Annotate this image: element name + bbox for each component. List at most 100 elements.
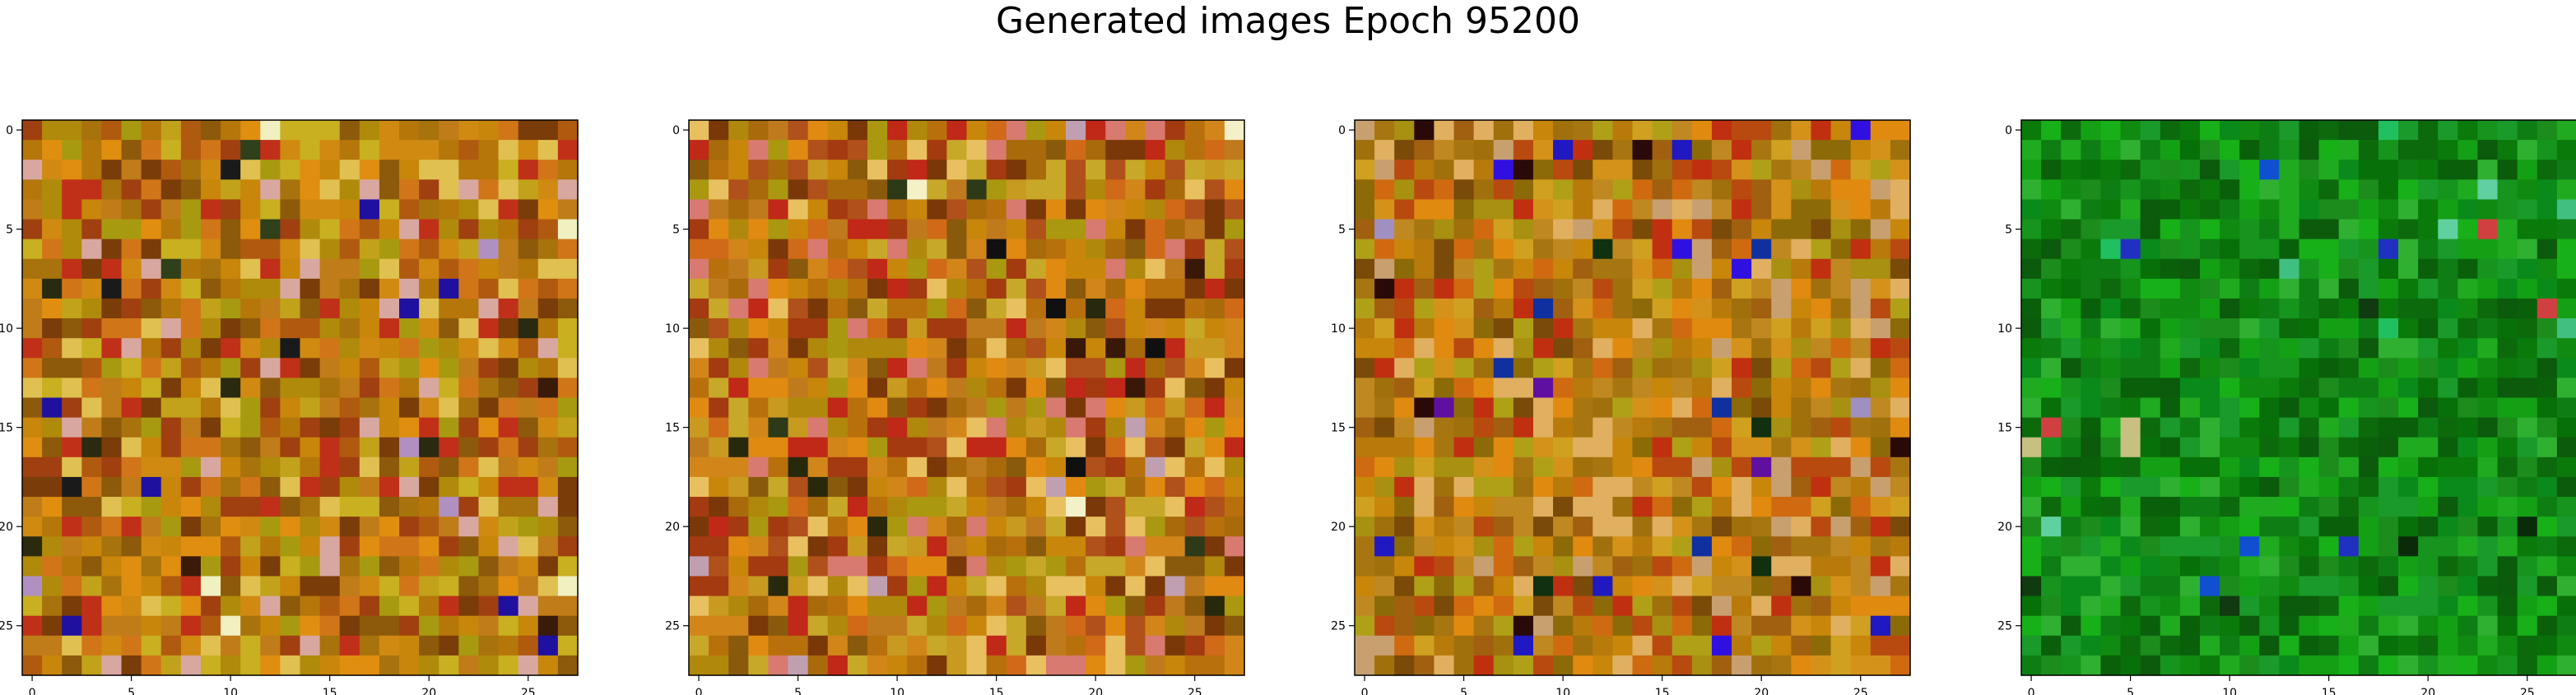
image-pixel: [121, 140, 142, 160]
image-pixel: [2100, 378, 2122, 399]
image-pixel: [141, 417, 162, 438]
image-pixel: [768, 595, 789, 617]
image-pixel: [537, 517, 559, 537]
image-pixel: [2536, 476, 2558, 498]
image-pixel: [1086, 179, 1106, 201]
image-pixel: [2338, 298, 2360, 319]
image-pixel: [887, 239, 908, 260]
image-pixel: [1553, 358, 1574, 378]
image-pixel: [1612, 298, 1634, 319]
image-pixel: [807, 397, 829, 419]
image-pixel: [1870, 338, 1891, 359]
image-pixel: [1493, 536, 1514, 557]
image-pixel: [62, 338, 82, 359]
image-pixel: [2418, 338, 2439, 359]
image-pixel: [2081, 338, 2102, 359]
image-pixel: [1145, 338, 1166, 359]
image-pixel: [907, 298, 928, 319]
image-pixel: [1473, 140, 1495, 160]
image-pixel: [2179, 397, 2201, 419]
image-pixel: [42, 179, 63, 201]
image-pixel: [2497, 417, 2518, 438]
image-pixel: [709, 655, 729, 676]
image-pixel: [1553, 517, 1574, 537]
image-pixel: [439, 239, 459, 260]
image-pixel: [1890, 338, 1911, 359]
image-pixel: [81, 536, 103, 557]
image-pixel: [709, 536, 729, 557]
image-pixel: [2398, 160, 2419, 180]
image-pixel: [2398, 655, 2419, 676]
image-pixel: [557, 120, 579, 141]
image-pixel: [867, 456, 888, 478]
image-pixel: [439, 437, 459, 458]
image-pixel: [2536, 497, 2558, 517]
y-tick-label: 15: [665, 422, 680, 435]
image-pixel: [1652, 655, 1673, 676]
image-pixel: [1453, 556, 1475, 577]
image-pixel: [2140, 378, 2161, 399]
image-pixel: [1652, 120, 1673, 141]
image-pixel: [2477, 318, 2499, 339]
image-pixel: [2021, 497, 2042, 517]
image-pixel: [1593, 140, 1613, 160]
image-pixel: [240, 595, 261, 617]
image-pixel: [1165, 140, 1186, 160]
image-pixel: [1125, 576, 1146, 597]
image-pixel: [1374, 179, 1395, 201]
image-pixel: [1374, 397, 1395, 419]
image-pixel: [1394, 199, 1415, 220]
image-pixel: [2457, 456, 2479, 478]
image-pixel: [1045, 437, 1067, 458]
image-pixel: [1473, 199, 1495, 220]
image-pixel: [1025, 219, 1047, 240]
image-pixel: [1394, 219, 1415, 240]
image-pixel: [1811, 437, 1832, 458]
image-pixel: [1453, 635, 1475, 656]
image-pixel: [927, 358, 947, 378]
image-pixel: [1553, 120, 1574, 141]
image-pixel: [537, 397, 559, 419]
image-pixel: [1394, 417, 1415, 438]
image-pixel: [22, 595, 43, 617]
image-pixel: [1204, 576, 1225, 597]
image-pixel: [2279, 278, 2300, 299]
image-pixel: [141, 517, 162, 537]
image-pixel: [2120, 576, 2141, 597]
image-pixel: [1632, 437, 1653, 458]
image-pixel: [2556, 338, 2576, 359]
image-pixel: [141, 338, 162, 359]
image-pixel: [1711, 179, 1732, 201]
image-pixel: [81, 517, 103, 537]
image-pixel: [1652, 517, 1673, 537]
image-pixel: [2061, 378, 2081, 399]
image-pixel: [1791, 358, 1812, 378]
image-pixel: [1632, 517, 1653, 537]
image-pixel: [1850, 397, 1872, 419]
image-pixel: [1751, 298, 1772, 319]
image-pixel: [867, 595, 888, 617]
image-pixel: [2318, 160, 2340, 180]
image-pixel: [986, 576, 1007, 597]
image-pixel: [1830, 358, 1852, 378]
image-pixel: [1006, 378, 1027, 399]
image-pixel: [180, 378, 202, 399]
image-pixel: [1414, 278, 1435, 299]
image-pixel: [280, 635, 301, 656]
image-pixel: [1025, 140, 1047, 160]
image-pixel: [2021, 318, 2042, 339]
image-pixel: [221, 140, 241, 160]
image-pixel: [319, 497, 341, 517]
image-pixel: [927, 160, 947, 180]
image-pixel: [339, 635, 360, 656]
image-pixel: [537, 437, 559, 458]
image-pixel: [788, 615, 809, 637]
image-pixel: [1811, 476, 1832, 498]
image-pixel: [2259, 595, 2280, 617]
image-pixel: [2120, 497, 2141, 517]
image-pixel: [1691, 635, 1713, 656]
image-pixel: [458, 358, 480, 378]
image-pixel: [1791, 120, 1812, 141]
y-tick-label: 20: [1997, 521, 2012, 534]
image-pixel: [300, 556, 321, 577]
